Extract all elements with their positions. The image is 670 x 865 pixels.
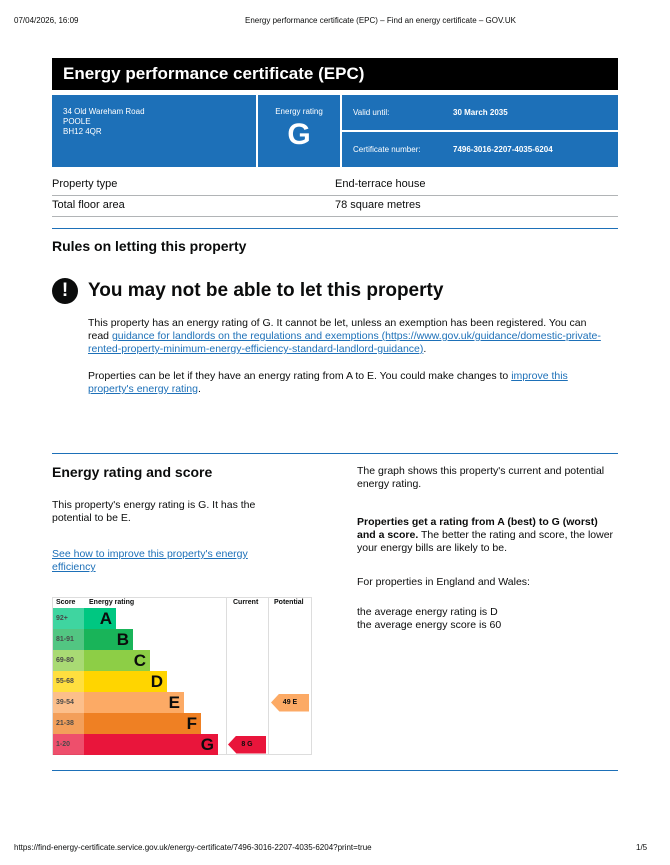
graph-explanation: The graph shows this property's current … [357,465,605,490]
energy-rating-chart: Score Energy rating Current Potential 92… [52,597,312,755]
valid-until: Valid until: 30 March 2035 [342,95,618,130]
band-bar-C: C [84,650,150,671]
floor-area-row: Total floor area 78 square metres [52,196,618,217]
divider [52,453,618,454]
divider [52,770,618,771]
energy-rating-value: G [287,118,311,151]
band-bar-E: E [84,692,184,713]
header-potential: Potential [274,599,304,606]
browser-datetime: 07/04/2026, 16:09 [14,16,79,25]
landlord-guidance-link[interactable]: guidance for landlords on the regulation… [88,330,601,355]
text: . [423,343,427,355]
average-score: the average energy score is 60 [357,619,502,631]
row-label: Total floor area [52,199,125,211]
current-rating-arrow: 8 G [228,735,266,754]
row-value: End-terrace house [335,178,426,190]
band-score-B: 81-91 [53,629,84,650]
header-score: Score [56,599,76,606]
valid-until-value: 30 March 2035 [453,108,508,117]
text: The better the rating and score, the low… [357,529,614,554]
certificate-number-label: Certificate number: [353,145,421,154]
energy-rating-label: Energy rating [275,107,323,116]
band-score-E: 39-54 [53,692,84,713]
page-number: 1/5 [636,843,648,852]
browser-url: https://find-energy-certificate.service.… [14,843,372,852]
warning-text: You may not be able to let this property [88,280,444,301]
bold-text: Properties get a rating from A (best) to… [357,516,598,541]
average-rating: the average energy rating is D [357,606,498,618]
certificate-number: Certificate number: 7496-3016-2207-4035-6… [342,132,618,167]
text: . [197,383,201,395]
column-divider [268,598,269,754]
divider [52,228,618,229]
address: 34 Old Wareham Road POOLE BH12 4QR [52,95,256,167]
band-score-D: 55-68 [53,671,84,692]
score-heading: Energy rating and score [52,464,213,480]
energy-rating-box: Energy rating G [258,95,340,167]
address-line: 34 Old Wareham Road [63,107,145,116]
address-line: POOLE [63,117,91,126]
letting-paragraph-1: This property has an energy rating of G.… [88,317,608,356]
letting-paragraph-2: Properties can be let if they have an en… [88,370,608,396]
row-value: 78 square metres [335,199,421,211]
england-wales-label: For properties in England and Wales: [357,576,530,588]
valid-until-label: Valid until: [353,108,390,117]
band-bar-A: A [84,608,116,629]
header-energy-rating: Energy rating [89,599,135,606]
band-bar-G: G [84,734,218,755]
rating-explanation: Properties get a rating from A (best) to… [357,516,619,555]
address-line: BH12 4QR [63,127,102,136]
band-bar-B: B [84,629,133,650]
improve-rating-link[interactable]: improve this property's energy rating [88,370,568,395]
band-score-G: 1-20 [53,734,84,755]
property-type-row: Property type End-terrace house [52,175,618,196]
row-label: Property type [52,178,118,190]
column-divider [226,598,227,754]
band-bar-F: F [84,713,201,734]
band-score-A: 92+ [53,608,84,629]
text: Properties can be let if they have an en… [88,370,512,382]
header-current: Current [233,599,259,606]
page-title: Energy performance certificate (EPC) [52,58,618,90]
text: This property has an energy rating of G.… [88,317,587,342]
band-score-C: 69-80 [53,650,84,671]
letting-heading: Rules on letting this property [52,238,247,254]
certificate-number-value: 7496-3016-2207-4035-6204 [453,145,553,154]
band-bar-D: D [84,671,167,692]
improve-efficiency-link[interactable]: See how to improve this property's energ… [52,548,248,573]
band-score-F: 21-38 [53,713,84,734]
potential-rating-arrow: 49 E [271,693,309,712]
browser-page-title: Energy performance certificate (EPC) – F… [245,16,516,25]
warning-icon: ! [52,278,78,304]
score-intro: This property's energy rating is G. It h… [52,499,256,524]
